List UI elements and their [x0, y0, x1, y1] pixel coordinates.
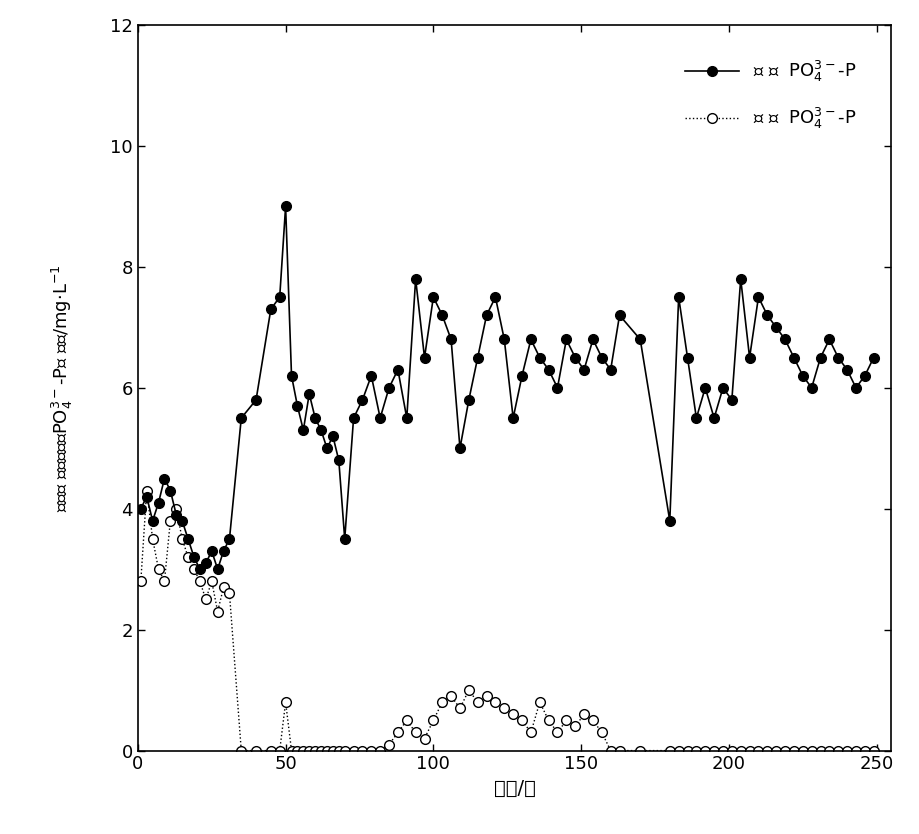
X-axis label: 时间/天: 时间/天: [494, 779, 536, 798]
Text: 可溶性 正磷酸盐（PO$_4^{3-}$-P） 浓度/mg·L$^{-1}$: 可溶性 正磷酸盐（PO$_4^{3-}$-P） 浓度/mg·L$^{-1}$: [50, 264, 75, 512]
Legend: 进 水  PO$_4^{3-}$-P, 出 水  PO$_4^{3-}$-P: 进 水 PO$_4^{3-}$-P, 出 水 PO$_4^{3-}$-P: [666, 42, 875, 149]
